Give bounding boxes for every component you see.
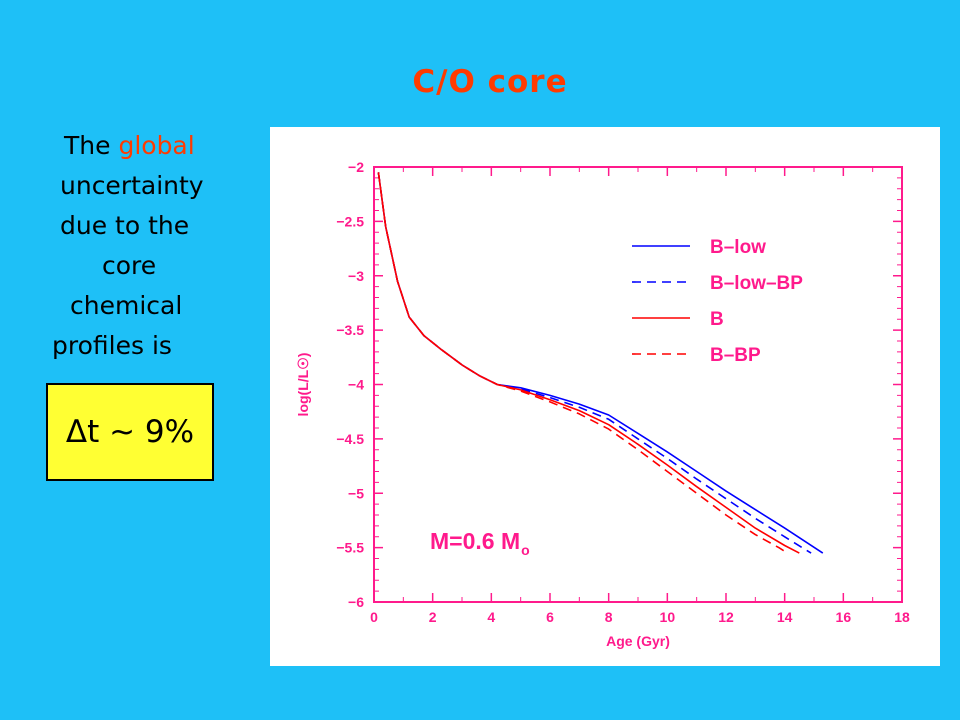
- text-segment: uncertainty: [60, 171, 204, 200]
- luminosity-chart: 0 2 4 6 8 10 12 14 16 18 −2 −2.5 −3 −3.5 −4 −4.5 −5 −5.5 −…: [295, 159, 910, 649]
- x-tick-label: 2: [429, 609, 437, 625]
- y-tick-label: −5.5: [336, 540, 364, 556]
- y-tick-label: −3.5: [336, 322, 364, 338]
- legend-label: B–low: [710, 237, 766, 258]
- x-tick-label: 6: [546, 609, 554, 625]
- x-tick-label: 8: [605, 609, 613, 625]
- result-box: Δt ~ 9%: [46, 383, 214, 481]
- y-tick-label: −3: [348, 268, 364, 284]
- explanation-line: profiles is: [30, 326, 260, 366]
- y-tick-label: −6: [348, 594, 364, 610]
- explanation-line: uncertainty: [30, 166, 260, 206]
- plot-panel: 0 2 4 6 8 10 12 14 16 18 −2 −2.5 −3 −3.5 −4 −4.5 −5 −5.5 −…: [270, 127, 940, 666]
- explanation-line: due to the: [30, 206, 260, 246]
- result-text: Δt ~ 9%: [65, 414, 195, 450]
- legend-label: B: [710, 309, 724, 330]
- x-tick-label: 18: [894, 609, 910, 625]
- mass-annotation-sub: o: [521, 542, 530, 558]
- x-tick-label: 10: [660, 609, 676, 625]
- y-tick-label: −4: [348, 377, 364, 393]
- y-tick-label: −2: [348, 159, 364, 175]
- explanation-line: The global: [30, 126, 260, 166]
- text-segment: core: [102, 251, 157, 280]
- mass-annotation: M=0.6 M: [430, 528, 520, 554]
- x-tick-label: 4: [487, 609, 495, 625]
- x-axis-label: Age (Gyr): [606, 633, 670, 649]
- x-tick-label: 12: [718, 609, 734, 625]
- legend-label: B–low–BP: [710, 273, 803, 294]
- text-segment: due to the: [60, 211, 190, 240]
- x-tick-label: 14: [777, 609, 793, 625]
- x-tick-label: 16: [836, 609, 852, 625]
- y-tick-label: −4.5: [336, 431, 364, 447]
- legend-label: B–BP: [710, 345, 761, 366]
- y-axis-label: log(L/L☉): [295, 353, 311, 417]
- highlighted-word: global: [118, 131, 195, 160]
- x-tick-label: 0: [370, 609, 378, 625]
- slide-title: C/O core: [412, 64, 568, 100]
- text-segment: chemical: [70, 291, 183, 320]
- explanation-line: core: [30, 246, 260, 286]
- y-tick-label: −2.5: [336, 213, 364, 229]
- text-segment: profiles is: [52, 331, 172, 360]
- y-tick-label: −5: [348, 485, 364, 501]
- explanation-text: The global uncertainty due to the core chemi…: [30, 126, 260, 366]
- explanation-line: chemical: [30, 286, 260, 326]
- text-segment: The: [64, 131, 119, 160]
- series-line-3: [377, 172, 789, 554]
